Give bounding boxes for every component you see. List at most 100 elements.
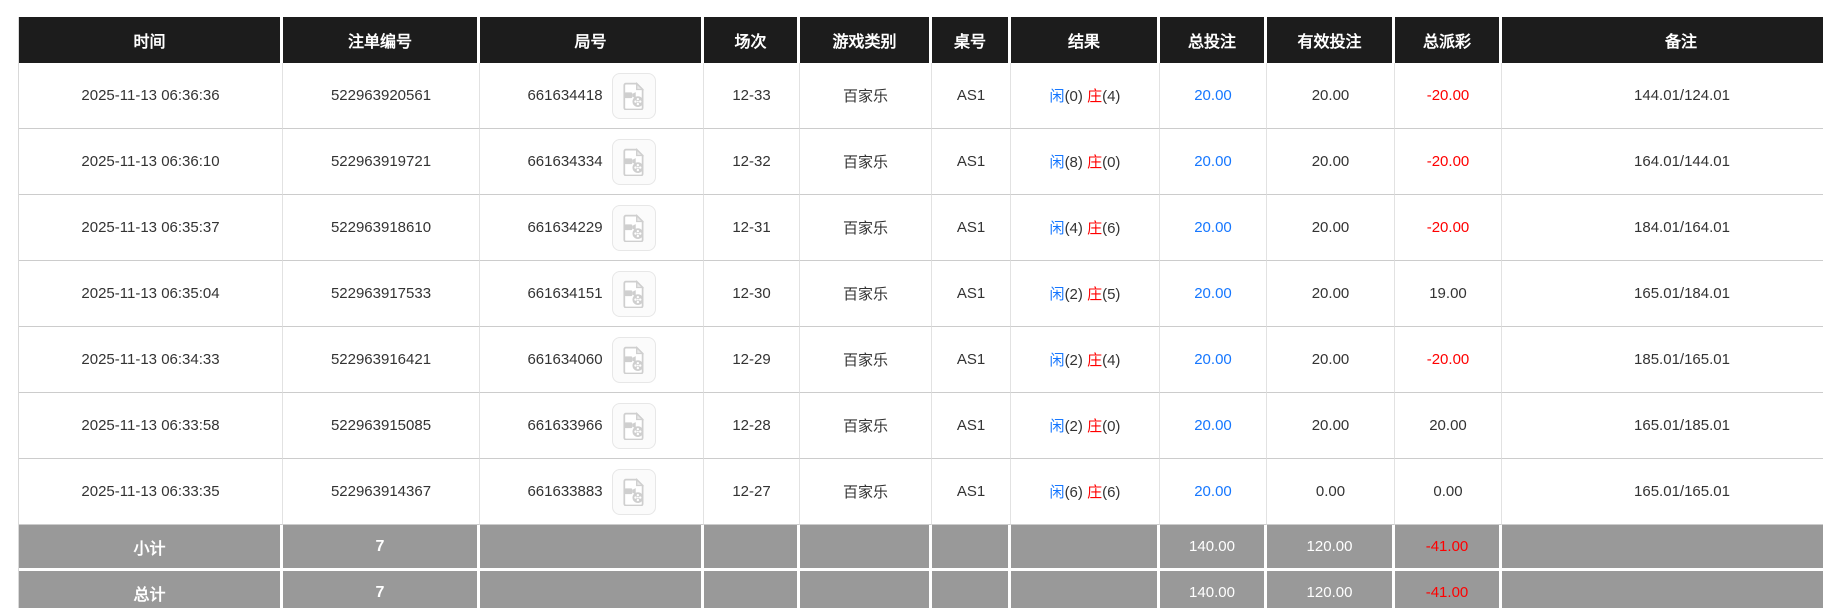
bet-id-cell: 522963914367 xyxy=(283,459,480,525)
total-bet-link[interactable]: 20.00 xyxy=(1194,351,1232,368)
result-cell: 闲(2) 庄(4) xyxy=(1011,327,1160,393)
valid-bet-cell: 20.00 xyxy=(1267,327,1395,393)
subtotal-row: 小计 7 140.00 120.00 -41.00 xyxy=(19,525,1823,571)
video-replay-button[interactable] xyxy=(611,270,656,317)
banker-score: (4) xyxy=(1102,88,1121,105)
player-label: 闲 xyxy=(1049,154,1065,171)
player-score: (4) xyxy=(1064,220,1083,237)
result-cell: 闲(2) 庄(0) xyxy=(1011,393,1160,459)
remark-cell: 165.01/185.01 xyxy=(1502,393,1823,459)
game-type-cell: 百家乐 xyxy=(800,261,932,327)
table-no-cell: AS1 xyxy=(932,261,1011,327)
game-type-cell: 百家乐 xyxy=(800,129,932,195)
round-id: 661634060 xyxy=(527,351,603,368)
total-bet-cell: 20.00 xyxy=(1160,393,1267,459)
round-cell: 661634151 xyxy=(480,261,704,327)
session-cell: 12-30 xyxy=(704,261,800,327)
round-id: 661634229 xyxy=(527,219,603,236)
remark-cell: 185.01/165.01 xyxy=(1502,327,1823,393)
time-cell: 2025-11-13 06:34:33 xyxy=(19,327,283,393)
banker-score: (5) xyxy=(1102,286,1121,303)
video-replay-button[interactable] xyxy=(611,402,656,449)
player-label: 闲 xyxy=(1049,88,1065,105)
payout-value: 19.00 xyxy=(1429,285,1467,302)
subtotal-payout: -41.00 xyxy=(1395,525,1502,571)
subtotal-empty-session xyxy=(704,525,800,571)
table-header: 时间 注单编号 局号 场次 游戏类别 桌号 结果 总投注 有效投注 总派彩 备注 xyxy=(19,17,1823,63)
video-file-icon xyxy=(621,412,647,440)
time-cell: 2025-11-13 06:36:36 xyxy=(19,63,283,129)
header-payout: 总派彩 xyxy=(1395,17,1502,63)
total-bet-link[interactable]: 20.00 xyxy=(1194,417,1232,434)
header-session: 场次 xyxy=(704,17,800,63)
header-game-type: 游戏类别 xyxy=(800,17,932,63)
grand-empty-result xyxy=(1011,571,1160,608)
grand-empty-round xyxy=(480,571,704,608)
video-file-icon xyxy=(621,82,647,110)
time-cell: 2025-11-13 06:33:35 xyxy=(19,459,283,525)
video-replay-button[interactable] xyxy=(611,204,656,251)
grand-empty-game xyxy=(800,571,932,608)
bet-id-cell: 522963919721 xyxy=(283,129,480,195)
player-label: 闲 xyxy=(1049,286,1065,303)
payout-cell: 0.00 xyxy=(1395,459,1502,525)
valid-bet-cell: 20.00 xyxy=(1267,63,1395,129)
header-result: 结果 xyxy=(1011,17,1160,63)
total-bet-link[interactable]: 20.00 xyxy=(1194,483,1232,500)
player-score: (2) xyxy=(1064,286,1083,303)
player-score: (0) xyxy=(1064,88,1083,105)
total-bet-link[interactable]: 20.00 xyxy=(1194,285,1232,302)
session-cell: 12-33 xyxy=(704,63,800,129)
subtotal-empty-table xyxy=(932,525,1011,571)
subtotal-empty-remark xyxy=(1502,525,1823,571)
total-bet-cell: 20.00 xyxy=(1160,195,1267,261)
game-type-cell: 百家乐 xyxy=(800,393,932,459)
video-replay-button[interactable] xyxy=(611,336,656,383)
session-cell: 12-32 xyxy=(704,129,800,195)
banker-label: 庄 xyxy=(1087,220,1103,237)
payout-value: -20.00 xyxy=(1426,351,1470,368)
remark-cell: 184.01/164.01 xyxy=(1502,195,1823,261)
subtotal-empty-round xyxy=(480,525,704,571)
time-cell: 2025-11-13 06:35:37 xyxy=(19,195,283,261)
video-replay-button[interactable] xyxy=(611,72,656,119)
result-cell: 闲(8) 庄(0) xyxy=(1011,129,1160,195)
table-row: 2025-11-13 06:35:37 522963918610 6616342… xyxy=(19,195,1823,261)
table-row: 2025-11-13 06:35:04 522963917533 6616341… xyxy=(19,261,1823,327)
round-id: 661634334 xyxy=(527,153,603,170)
remark-cell: 164.01/144.01 xyxy=(1502,129,1823,195)
video-file-icon xyxy=(621,346,647,374)
total-bet-cell: 20.00 xyxy=(1160,261,1267,327)
time-cell: 2025-11-13 06:35:04 xyxy=(19,261,283,327)
session-cell: 12-31 xyxy=(704,195,800,261)
header-time: 时间 xyxy=(19,17,283,63)
banker-score: (4) xyxy=(1102,352,1121,369)
grand-empty-session xyxy=(704,571,800,608)
banker-label: 庄 xyxy=(1087,418,1103,435)
grand-valid-bet: 120.00 xyxy=(1267,571,1395,608)
round-cell: 661634334 xyxy=(480,129,704,195)
video-replay-button[interactable] xyxy=(611,138,656,185)
table-no-cell: AS1 xyxy=(932,195,1011,261)
banker-label: 庄 xyxy=(1087,286,1103,303)
game-type-cell: 百家乐 xyxy=(800,195,932,261)
total-bet-link[interactable]: 20.00 xyxy=(1194,87,1232,104)
total-bet-link[interactable]: 20.00 xyxy=(1194,153,1232,170)
total-bet-link[interactable]: 20.00 xyxy=(1194,219,1232,236)
bet-id-cell: 522963920561 xyxy=(283,63,480,129)
result-cell: 闲(0) 庄(4) xyxy=(1011,63,1160,129)
round-cell: 661633966 xyxy=(480,393,704,459)
subtotal-payout-value: -41.00 xyxy=(1425,538,1469,555)
remark-cell: 144.01/124.01 xyxy=(1502,63,1823,129)
payout-value: 20.00 xyxy=(1429,417,1467,434)
table-row: 2025-11-13 06:36:36 522963920561 6616344… xyxy=(19,63,1823,129)
player-score: (2) xyxy=(1064,352,1083,369)
video-file-icon xyxy=(621,478,647,506)
subtotal-count: 7 xyxy=(283,525,480,571)
grand-payout-value: -41.00 xyxy=(1425,584,1469,601)
banker-label: 庄 xyxy=(1087,154,1103,171)
round-cell: 661634060 xyxy=(480,327,704,393)
video-replay-button[interactable] xyxy=(611,468,656,515)
bet-history-table: 时间 注单编号 局号 场次 游戏类别 桌号 结果 总投注 有效投注 总派彩 备注… xyxy=(18,17,1823,608)
video-file-icon xyxy=(621,214,647,242)
